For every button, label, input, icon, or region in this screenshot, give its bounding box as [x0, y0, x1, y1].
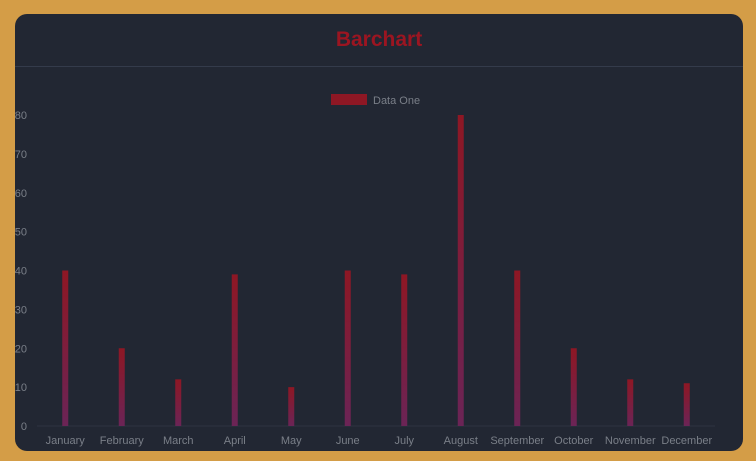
x-tick-label: January	[46, 435, 86, 447]
bar-december[interactable]	[683, 383, 690, 426]
bar-march[interactable]	[175, 379, 182, 426]
chart-legend[interactable]: Data One	[331, 94, 420, 107]
chart-card: Barchart Data One 0 10 20 30 40 50 60 70 80 Janu…	[15, 14, 743, 451]
x-axis: January February March April May June July Augu…	[46, 435, 713, 447]
legend-label-data-one: Data One	[373, 95, 420, 107]
bar-october[interactable]	[570, 348, 577, 426]
y-tick-label: 10	[15, 382, 27, 394]
x-tick-label: September	[490, 435, 544, 447]
x-tick-label: March	[163, 435, 194, 447]
x-tick-label: December	[661, 435, 712, 447]
bar-november[interactable]	[627, 379, 634, 426]
y-tick-label: 60	[15, 188, 27, 200]
x-tick-label: July	[394, 435, 414, 447]
x-tick-label: November	[605, 435, 656, 447]
y-tick-label: 20	[15, 343, 27, 355]
y-tick-label: 50	[15, 227, 27, 239]
bar-may[interactable]	[288, 387, 295, 426]
x-tick-label: May	[281, 435, 302, 447]
bar-january[interactable]	[62, 270, 69, 427]
chart-title: Barchart	[335, 28, 423, 51]
x-tick-label: October	[554, 435, 593, 447]
bar-june[interactable]	[344, 270, 351, 427]
card-header: Barchart	[15, 14, 743, 67]
bars-group	[62, 115, 690, 426]
y-axis: 0 10 20 30 40 50 60 70 80	[15, 110, 27, 433]
y-tick-label: 0	[21, 421, 27, 433]
bar-september[interactable]	[514, 270, 521, 427]
legend-swatch	[331, 94, 367, 105]
bar-july[interactable]	[401, 274, 408, 426]
y-tick-label: 30	[15, 304, 27, 316]
bar-august[interactable]	[457, 115, 464, 426]
x-tick-label: June	[336, 435, 360, 447]
y-tick-label: 70	[15, 149, 27, 161]
x-tick-label: April	[224, 435, 246, 447]
y-tick-label: 80	[15, 110, 27, 122]
x-tick-label: February	[100, 435, 145, 447]
bar-chart: Data One 0 10 20 30 40 50 60 70 80 January Februa…	[15, 94, 715, 447]
bar-february[interactable]	[118, 348, 125, 426]
bar-april[interactable]	[231, 274, 238, 426]
x-tick-label: August	[444, 435, 478, 447]
y-tick-label: 40	[15, 266, 27, 278]
